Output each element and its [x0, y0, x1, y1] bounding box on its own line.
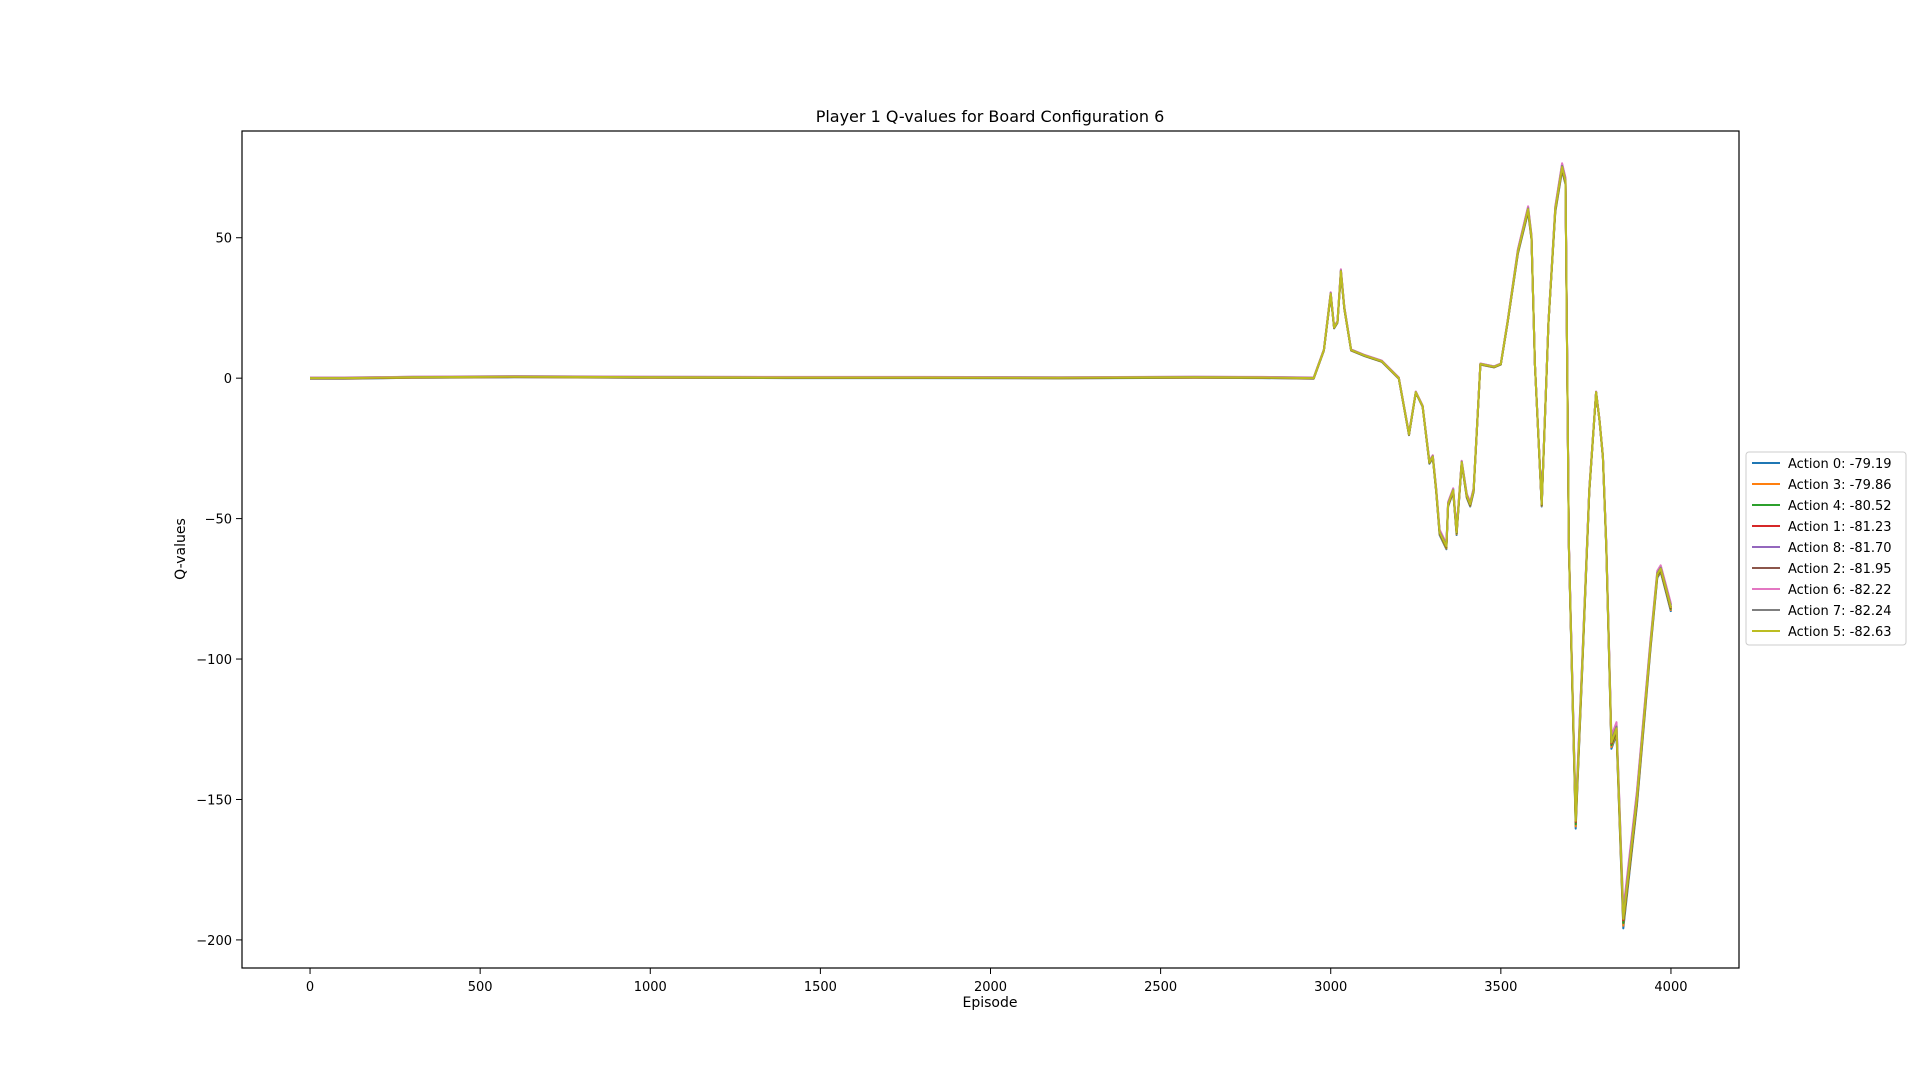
- x-tick-label: 3500: [1484, 980, 1517, 995]
- legend-label: Action 4: -80.52: [1788, 499, 1892, 514]
- x-tick-label: 2000: [974, 980, 1007, 995]
- y-tick-label: −200: [196, 934, 232, 949]
- x-tick-label: 0: [306, 980, 314, 995]
- y-tick-label: −100: [196, 653, 232, 668]
- series-line: [310, 168, 1672, 927]
- x-axis-label: Episode: [963, 995, 1018, 1011]
- x-tick-label: 3000: [1314, 980, 1347, 995]
- x-tick-label: 4000: [1654, 980, 1687, 995]
- series-lines: [310, 162, 1672, 930]
- x-tick-label: 1500: [804, 980, 837, 995]
- y-tick-label: −150: [196, 793, 232, 808]
- series-line: [310, 169, 1672, 930]
- series-line: [310, 164, 1672, 918]
- legend-label: Action 0: -79.19: [1788, 457, 1892, 472]
- legend-label: Action 5: -82.63: [1788, 625, 1892, 640]
- x-tick-label: 1000: [634, 980, 667, 995]
- y-tick-label: −50: [205, 513, 232, 528]
- chart-title: Player 1 Q-values for Board Configuratio…: [816, 107, 1165, 126]
- y-axis: −200 −150 −100 −50 0 50: [196, 232, 242, 949]
- series-line: [310, 166, 1672, 922]
- series-line: [310, 162, 1672, 911]
- series-line: [310, 167, 1672, 924]
- legend-label: Action 3: -79.86: [1788, 478, 1892, 493]
- plot-frame: [241, 130, 1740, 969]
- legend-label: Action 6: -82.22: [1788, 583, 1892, 598]
- y-tick-label: 50: [215, 232, 232, 247]
- y-tick-label: 0: [224, 372, 232, 387]
- x-axis: 0 500 1000 1500 2000 2500 3000 3500 4000: [306, 968, 1688, 995]
- legend-label: Action 1: -81.23: [1788, 520, 1892, 535]
- x-tick-label: 500: [468, 980, 493, 995]
- series-line: [310, 166, 1672, 920]
- legend: Action 0: -79.19 Action 3: -79.86 Action 4…: [1745, 451, 1907, 646]
- series-line: [310, 165, 1672, 919]
- legend-label: Action 8: -81.70: [1788, 541, 1892, 556]
- legend-label: Action 7: -82.24: [1788, 604, 1892, 619]
- legend-box: [1745, 451, 1907, 646]
- series-line: [310, 163, 1672, 914]
- x-tick-label: 2500: [1144, 980, 1177, 995]
- y-axis-label: Q-values: [173, 518, 189, 580]
- legend-label: Action 2: -81.95: [1788, 562, 1892, 577]
